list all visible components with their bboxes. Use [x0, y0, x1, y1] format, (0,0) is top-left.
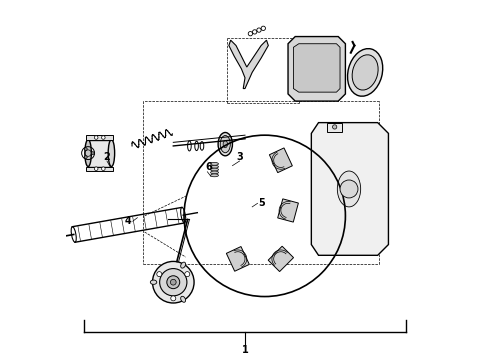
Circle shape — [171, 296, 176, 301]
Polygon shape — [270, 148, 293, 173]
Circle shape — [84, 156, 87, 158]
Polygon shape — [278, 199, 298, 222]
Ellipse shape — [211, 174, 219, 177]
Ellipse shape — [211, 162, 219, 165]
Ellipse shape — [211, 168, 219, 171]
Polygon shape — [294, 44, 340, 92]
Circle shape — [185, 272, 190, 276]
Text: 4: 4 — [125, 216, 132, 226]
Ellipse shape — [223, 140, 227, 148]
Polygon shape — [88, 140, 111, 167]
Ellipse shape — [211, 165, 219, 168]
Text: 3: 3 — [236, 152, 243, 162]
Text: 1: 1 — [242, 345, 248, 355]
Circle shape — [95, 167, 98, 171]
Circle shape — [167, 276, 180, 289]
Circle shape — [160, 269, 187, 296]
Circle shape — [101, 167, 105, 171]
Polygon shape — [86, 135, 113, 140]
Ellipse shape — [181, 262, 186, 268]
Circle shape — [95, 136, 98, 139]
Ellipse shape — [337, 171, 361, 207]
Ellipse shape — [211, 171, 219, 174]
Text: 6: 6 — [206, 162, 213, 172]
Text: 2: 2 — [103, 152, 110, 162]
Ellipse shape — [150, 280, 157, 284]
Ellipse shape — [108, 140, 115, 167]
Ellipse shape — [181, 296, 186, 302]
Ellipse shape — [352, 55, 378, 90]
Circle shape — [101, 136, 105, 139]
Polygon shape — [327, 123, 342, 132]
Polygon shape — [288, 37, 345, 101]
Circle shape — [340, 180, 358, 198]
Polygon shape — [86, 167, 113, 171]
Polygon shape — [268, 246, 294, 271]
Circle shape — [84, 148, 87, 150]
Circle shape — [91, 152, 94, 154]
Circle shape — [171, 279, 176, 285]
Text: 5: 5 — [258, 198, 265, 208]
Circle shape — [152, 261, 194, 303]
Ellipse shape — [347, 49, 383, 96]
Polygon shape — [226, 247, 249, 271]
Polygon shape — [229, 40, 269, 89]
Ellipse shape — [220, 135, 230, 153]
Circle shape — [333, 125, 337, 129]
Circle shape — [157, 272, 162, 276]
Ellipse shape — [218, 132, 232, 156]
Polygon shape — [311, 123, 389, 255]
Ellipse shape — [85, 140, 91, 167]
